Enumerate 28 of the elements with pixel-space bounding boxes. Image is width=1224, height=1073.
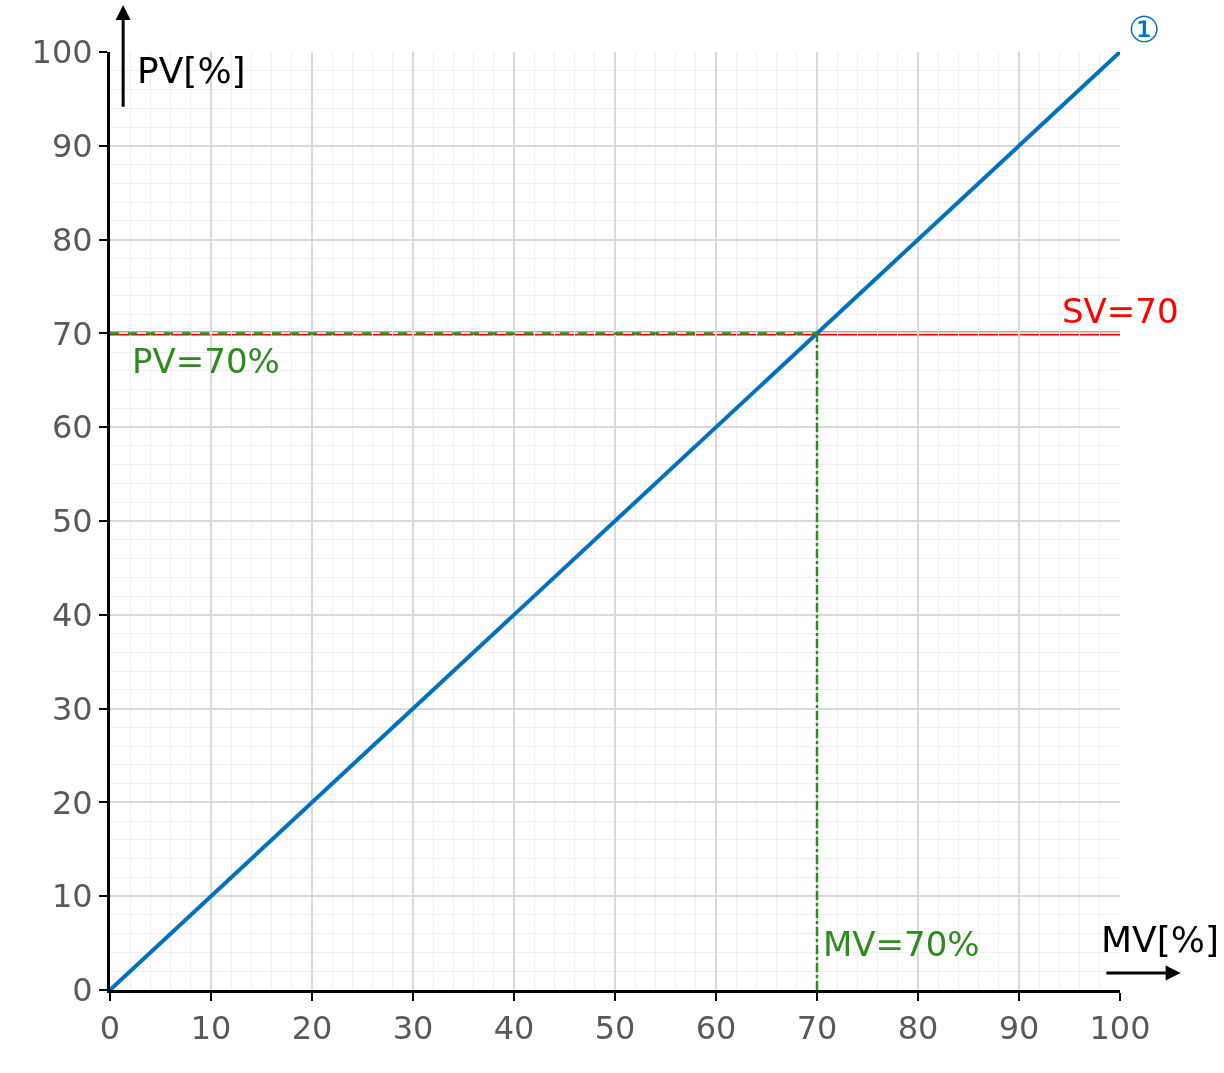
x-tick-label: 70 <box>796 1009 838 1048</box>
ref-line-label: SV=70 <box>1062 291 1179 331</box>
x-tick-label: 50 <box>594 1009 636 1048</box>
x-tick-label: 60 <box>695 1009 737 1048</box>
y-tick-label: 10 <box>51 877 93 916</box>
x-tick-label: 20 <box>291 1009 333 1048</box>
annotation: PV=70% <box>132 341 280 381</box>
y-tick-label: 30 <box>51 689 93 728</box>
x-tick-label: 80 <box>897 1009 939 1048</box>
x-tick-label: 100 <box>1089 1009 1151 1048</box>
y-tick-label: 80 <box>51 220 93 259</box>
annotation: MV=70% <box>823 924 980 964</box>
x-tick-label: 30 <box>392 1009 434 1048</box>
x-tick-label: 90 <box>998 1009 1040 1048</box>
x-tick-label: 0 <box>99 1009 121 1048</box>
y-tick-label: 20 <box>51 783 93 822</box>
y-tick-label: 60 <box>51 408 93 447</box>
x-axis-title: MV[%] <box>1101 919 1219 960</box>
y-tick-label: 100 <box>31 33 93 72</box>
y-tick-label: 90 <box>51 127 93 165</box>
x-tick-label: 40 <box>493 1009 535 1048</box>
x-tick-label: 10 <box>190 1009 232 1048</box>
y-tick-label: 40 <box>51 596 93 634</box>
y-tick-label: 50 <box>51 502 93 541</box>
series-label: ① <box>1128 9 1161 50</box>
y-tick-label: 0 <box>72 971 93 1010</box>
y-tick-label: 70 <box>51 314 93 353</box>
y-axis-title: PV[%] <box>137 50 246 91</box>
